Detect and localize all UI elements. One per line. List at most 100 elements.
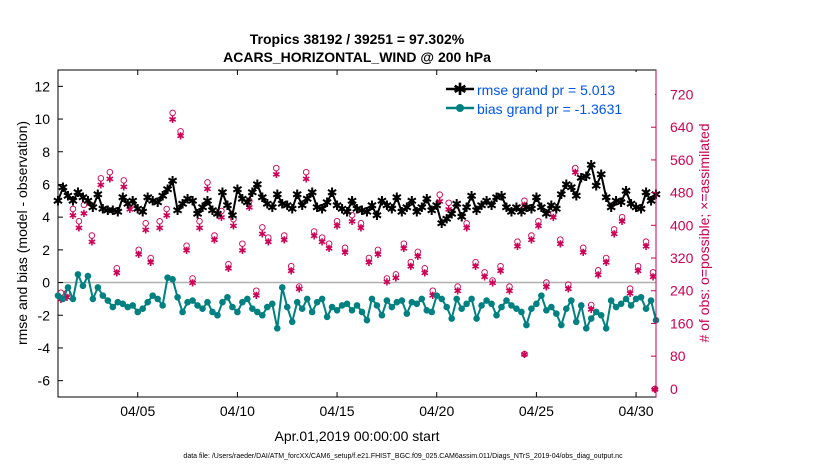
y-tick-label-left: 0: [42, 275, 50, 291]
obs-assimilated-marker: ✱: [126, 205, 134, 216]
rmse-point: ✱: [247, 185, 258, 200]
bias-point: [303, 295, 311, 303]
bias-point: [508, 302, 515, 309]
bias-point: [553, 310, 560, 317]
obs-possible-marker: [481, 269, 488, 276]
rmse-point: ✱: [611, 193, 622, 208]
bias-point: [433, 292, 441, 299]
bias-point: [119, 300, 127, 308]
obs-possible-marker: [183, 242, 190, 250]
rmse-point: ✱: [591, 179, 602, 194]
obs-assimilated-marker: ✱: [357, 223, 365, 234]
obs-assimilated-marker: ✱: [549, 213, 557, 224]
bias-point: [523, 321, 530, 329]
plot-frame-group: [57, 69, 657, 398]
y-tick-label-left: -4: [38, 340, 51, 356]
obs-possible-marker: [579, 244, 587, 252]
bias-point: [169, 275, 176, 283]
rmse-point: ✱: [257, 190, 268, 205]
obs-assimilated-marker: ✱: [444, 205, 452, 216]
obs-assimilated-marker: ✱: [534, 221, 542, 232]
rmse-point: ✱: [292, 187, 303, 202]
obs-assimilated-marker: ✱: [571, 168, 579, 179]
bias-point: [249, 305, 256, 313]
obs-possible-marker: [414, 248, 422, 256]
rmse-point: ✱: [162, 182, 173, 197]
bias-point: [483, 297, 490, 304]
rmse-point: ✱: [416, 200, 427, 215]
bias-point: [408, 298, 416, 306]
bias-point: [563, 305, 570, 313]
rmse-point: ✱: [242, 195, 253, 210]
rmse-point: ✱: [376, 193, 387, 208]
y-tick-label-right: 480: [670, 185, 694, 201]
legend-bias-marker: [456, 104, 464, 112]
y-tick-label-right: 0: [670, 381, 678, 397]
rmse-point: ✱: [381, 198, 392, 213]
obs-possible-marker: [634, 262, 642, 270]
rmse-point: ✱: [53, 193, 64, 208]
rmse-point: ✱: [267, 200, 278, 215]
rmse-point: ✱: [601, 190, 612, 205]
x-tick-label: 04/10: [220, 403, 255, 419]
obs-assimilated-marker: ✱: [97, 180, 105, 191]
obs-assimilated-marker: ✱: [400, 244, 408, 255]
bias-point: [567, 297, 575, 304]
rmse-point: ✱: [391, 190, 402, 205]
bias-point: [488, 300, 495, 308]
obs-assimilated-marker: ✱: [155, 223, 163, 234]
bias-point: [174, 293, 181, 301]
obs-possible-marker: [295, 283, 303, 290]
obs-possible-marker: [514, 238, 521, 245]
y-tick-label-left: 6: [42, 176, 50, 192]
bias-point: [577, 302, 585, 309]
obs-possible-marker: [497, 262, 504, 270]
rmse-point: ✱: [152, 195, 163, 210]
rmse-point: ✱: [471, 203, 482, 218]
y-tick-label-left: 4: [42, 209, 50, 225]
obs-assimilated-marker: ✱: [252, 291, 260, 302]
rmse-point: ✱: [202, 193, 213, 208]
bias-point: [637, 293, 645, 301]
bias-point: [632, 295, 640, 303]
obs-assimilated-marker: ✱: [258, 230, 266, 241]
y-tick-label-left: 10: [34, 111, 50, 127]
obs-possible-marker: [610, 226, 618, 233]
obs-possible-marker: [211, 232, 218, 239]
rmse-point: ✱: [132, 201, 143, 216]
obs-possible-marker: [239, 240, 246, 247]
y-tick-label-right: 640: [670, 119, 694, 135]
rmse-point: ✱: [481, 193, 492, 208]
obs-possible-marker: [163, 205, 170, 213]
obs-possible-marker: [318, 234, 326, 241]
bias-point: [318, 295, 326, 303]
obs-possible-marker: [454, 283, 461, 290]
rmse-point: ✱: [63, 188, 74, 203]
bias-point: [159, 302, 166, 309]
rmse-point: ✱: [97, 201, 108, 216]
bias-point: [333, 307, 341, 314]
bias-point: [428, 308, 436, 316]
rmse-point: ✱: [347, 193, 358, 208]
bias-point: [647, 297, 655, 304]
footnote: data file: /Users/raeder/DAI/ATM_forcXX/…: [183, 453, 623, 460]
x-axis-label: Apr.01,2019 00:00:00 start: [274, 428, 439, 444]
rmse-point: ✱: [122, 197, 133, 212]
bias-point: [278, 284, 286, 291]
y-tick-label-right: 560: [670, 152, 694, 168]
bias-point: [204, 298, 211, 306]
bias-point: [592, 308, 600, 316]
rmse-point: ✱: [371, 208, 382, 223]
rmse-point: ✱: [147, 193, 158, 208]
x-tick-label: 04/30: [619, 403, 654, 419]
rmse-point: ✱: [362, 205, 373, 220]
obs-possible-marker: [348, 211, 356, 219]
rmse-point: ✱: [546, 198, 557, 213]
bias-point: [617, 300, 625, 308]
rmse-point: ✱: [491, 190, 502, 205]
obs-assimilated-marker: ✱: [146, 258, 154, 269]
obs-possible-marker: [565, 281, 572, 288]
obs-assimilated-marker: ✱: [333, 221, 341, 232]
rmse-point: ✱: [222, 198, 233, 213]
bias-point: [558, 321, 565, 329]
